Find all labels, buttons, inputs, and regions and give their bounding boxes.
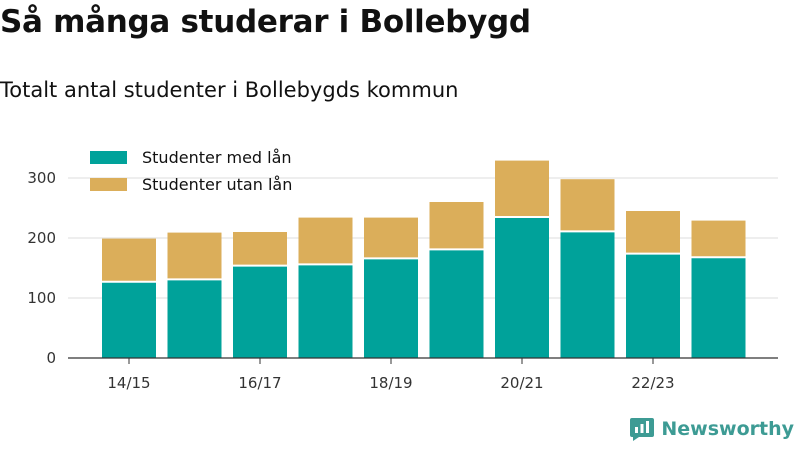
y-tick-label: 100 [27, 289, 56, 307]
y-tick-label: 300 [27, 169, 56, 187]
bar-segment-med-lan [495, 217, 549, 358]
bar-segment-utan-lan [102, 238, 156, 282]
bar-segment-utan-lan [167, 232, 222, 280]
legend-label: Studenter med lån [142, 148, 292, 167]
bar-segment-med-lan [691, 257, 746, 358]
bar-segment-utan-lan [560, 179, 615, 232]
x-tick-label: 18/19 [369, 374, 412, 392]
bar-segment-utan-lan [691, 220, 746, 258]
bar-segment-utan-lan [429, 202, 484, 250]
bar-segment-med-lan [102, 281, 156, 358]
legend-swatch [90, 151, 127, 164]
bar-segment-utan-lan [298, 217, 353, 265]
bars [102, 160, 746, 358]
bar-segment-med-lan [560, 231, 615, 358]
chart-title: Så många studerar i Bollebygd [0, 4, 531, 40]
bar-segment-med-lan [233, 265, 287, 358]
y-tick-label: 200 [27, 229, 56, 247]
legend: Studenter med lån Studenter utan lån [90, 148, 292, 194]
y-tick-label: 0 [46, 349, 56, 367]
x-tick-label: 22/23 [631, 374, 674, 392]
legend-swatch [90, 178, 127, 191]
bar-segment-utan-lan [495, 160, 549, 217]
bar-segment-utan-lan [626, 211, 680, 254]
chart-subtitle: Totalt antal studenter i Bollebygds komm… [0, 78, 459, 102]
brand-name: Newsworthy [661, 418, 794, 440]
bar-segment-med-lan [167, 279, 222, 358]
newsworthy-brand: Newsworthy [629, 416, 794, 442]
bar-segment-med-lan [429, 249, 484, 358]
x-tick-label: 14/15 [107, 374, 150, 392]
bar-segment-utan-lan [233, 232, 287, 266]
x-tick-label: 16/17 [238, 374, 281, 392]
legend-label: Studenter utan lån [142, 175, 292, 194]
x-tick-label: 20/21 [500, 374, 543, 392]
newsworthy-logo-icon [630, 418, 655, 441]
bar-segment-med-lan [626, 253, 680, 358]
bar-segment-med-lan [364, 258, 418, 358]
bar-segment-med-lan [298, 264, 353, 358]
axes: 0 100 200 300 14/15 16/17 18/19 20/21 22/23 [27, 169, 778, 392]
bar-segment-utan-lan [364, 217, 418, 259]
